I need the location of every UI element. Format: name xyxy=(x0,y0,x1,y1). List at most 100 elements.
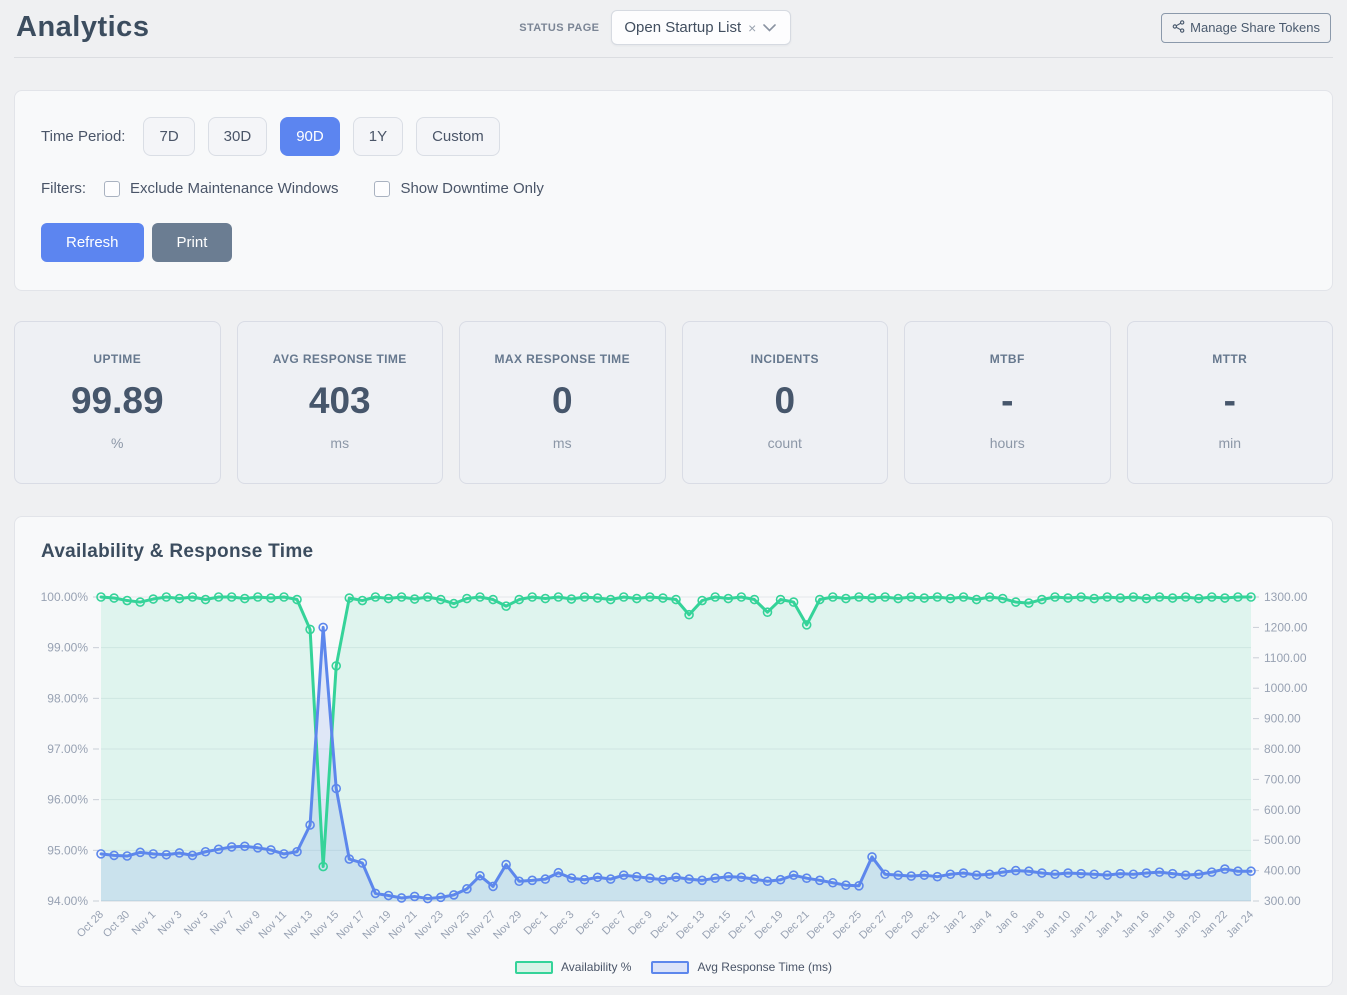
legend-label-response-time: Avg Response Time (ms) xyxy=(697,960,832,974)
stat-card-incidents: INCIDENTS 0 count xyxy=(681,321,888,484)
svg-text:94.00%: 94.00% xyxy=(47,894,88,908)
manage-share-tokens-label: Manage Share Tokens xyxy=(1190,20,1320,35)
filter-panel: Time Period: 7D 30D 90D 1Y Custom Filter… xyxy=(14,90,1333,291)
exclude-maintenance-checkbox-group: Exclude Maintenance Windows xyxy=(104,180,338,197)
svg-text:1300.00: 1300.00 xyxy=(1264,590,1308,604)
app-header: Analytics STATUS PAGE Open Startup List … xyxy=(0,0,1347,57)
stat-unit: % xyxy=(111,435,124,451)
svg-text:Jan 24: Jan 24 xyxy=(1224,909,1256,941)
show-downtime-checkbox[interactable] xyxy=(374,180,391,197)
svg-text:Dec 31: Dec 31 xyxy=(909,909,942,942)
exclude-maintenance-label: Exclude Maintenance Windows xyxy=(130,180,339,197)
stat-label: MTTR xyxy=(1212,352,1248,366)
svg-text:96.00%: 96.00% xyxy=(47,793,88,807)
stat-label: AVG RESPONSE TIME xyxy=(272,352,407,366)
stat-card-mttr: MTTR - min xyxy=(1126,321,1333,484)
svg-text:Nov 25: Nov 25 xyxy=(439,909,472,942)
status-page-label: STATUS PAGE xyxy=(519,21,600,34)
svg-text:95.00%: 95.00% xyxy=(47,843,88,857)
exclude-maintenance-checkbox[interactable] xyxy=(104,180,120,197)
stat-unit: hours xyxy=(989,435,1025,451)
svg-text:Nov 19: Nov 19 xyxy=(360,909,393,942)
stat-card-max-response: MAX RESPONSE TIME 0 ms xyxy=(459,321,666,484)
period-button-1y[interactable]: 1Y xyxy=(352,117,404,156)
filters-label: Filters: xyxy=(41,180,86,197)
svg-text:Nov 29: Nov 29 xyxy=(491,909,524,942)
svg-text:Dec 19: Dec 19 xyxy=(753,909,786,942)
svg-text:Dec 15: Dec 15 xyxy=(700,909,733,942)
svg-text:Nov 1: Nov 1 xyxy=(130,909,159,938)
svg-text:Jan 16: Jan 16 xyxy=(1120,909,1152,941)
svg-text:98.00%: 98.00% xyxy=(47,691,88,705)
availability-response-chart: 100.00% 99.00% 98.00% 97.00% 96.00% 95.00% 94.… xyxy=(41,590,1308,942)
chart-title: Availability & Response Time xyxy=(41,541,314,562)
svg-text:Dec 3: Dec 3 xyxy=(548,909,577,938)
manage-share-tokens-button[interactable]: Manage Share Tokens xyxy=(1161,12,1331,43)
status-page-select[interactable]: Open Startup List × xyxy=(611,10,792,45)
stat-card-mtbf: MTBF - hours xyxy=(904,321,1111,484)
svg-text:1100.00: 1100.00 xyxy=(1264,651,1307,665)
legend-label-availability: Availability % xyxy=(561,960,632,974)
svg-text:Dec 25: Dec 25 xyxy=(831,909,864,942)
stat-value: 99.89 xyxy=(70,380,164,421)
period-button-30d[interactable]: 30D xyxy=(207,117,268,156)
legend-item-availability[interactable]: Availability % xyxy=(515,960,631,974)
svg-text:500.00: 500.00 xyxy=(1264,833,1301,847)
svg-text:300.00: 300.00 xyxy=(1264,894,1301,908)
svg-text:Jan 12: Jan 12 xyxy=(1067,909,1099,941)
stat-value: - xyxy=(1001,380,1014,421)
svg-text:100.00%: 100.00% xyxy=(41,590,89,604)
refresh-button[interactable]: Refresh xyxy=(41,223,144,262)
legend-swatch-response-time xyxy=(651,960,690,974)
share-icon xyxy=(1172,19,1185,36)
svg-text:Jan 2: Jan 2 xyxy=(941,909,969,937)
svg-text:Nov 7: Nov 7 xyxy=(208,909,237,938)
svg-text:Dec 23: Dec 23 xyxy=(805,909,838,942)
legend-swatch-availability xyxy=(515,960,553,974)
stat-value: - xyxy=(1223,380,1236,421)
stat-unit: min xyxy=(1218,435,1242,451)
svg-text:Dec 1: Dec 1 xyxy=(522,909,551,938)
page-title: Analytics xyxy=(16,11,150,43)
svg-text:Dec 21: Dec 21 xyxy=(779,909,812,942)
status-page-selector-group: STATUS PAGE Open Startup List × xyxy=(149,10,1161,45)
svg-text:Jan 14: Jan 14 xyxy=(1094,909,1126,941)
svg-text:600.00: 600.00 xyxy=(1264,803,1301,817)
svg-text:Dec 13: Dec 13 xyxy=(674,909,707,942)
svg-text:Jan 22: Jan 22 xyxy=(1198,909,1230,941)
svg-text:Nov 21: Nov 21 xyxy=(387,909,420,942)
chart-panel: Availability & Response Time 100.00% 99.0… xyxy=(14,516,1333,987)
stat-value: 0 xyxy=(551,380,573,421)
svg-text:Nov 17: Nov 17 xyxy=(334,909,367,942)
svg-text:700.00: 700.00 xyxy=(1264,772,1301,786)
svg-text:Nov 27: Nov 27 xyxy=(465,909,498,942)
svg-text:Jan 20: Jan 20 xyxy=(1172,909,1204,941)
status-page-selected-value: Open Startup List xyxy=(624,19,742,36)
svg-text:Jan 4: Jan 4 xyxy=(967,909,995,937)
clear-selection-icon[interactable]: × xyxy=(748,19,757,36)
svg-text:1200.00: 1200.00 xyxy=(1264,620,1308,634)
period-button-custom[interactable]: Custom xyxy=(416,117,500,156)
svg-text:Dec 17: Dec 17 xyxy=(726,909,759,942)
svg-text:Jan 6: Jan 6 xyxy=(993,909,1021,937)
stat-card-avg-response: AVG RESPONSE TIME 403 ms xyxy=(236,321,443,484)
stat-value: 403 xyxy=(308,380,371,421)
period-button-90d[interactable]: 90D xyxy=(280,117,340,156)
chart-legend: Availability % Avg Response Time (ms) xyxy=(15,960,1332,974)
svg-text:Dec 27: Dec 27 xyxy=(857,909,890,942)
svg-text:900.00: 900.00 xyxy=(1264,712,1301,726)
svg-text:Jan 18: Jan 18 xyxy=(1146,909,1178,941)
svg-text:Dec 7: Dec 7 xyxy=(600,909,629,938)
print-button[interactable]: Print xyxy=(151,223,233,262)
stat-card-uptime: UPTIME 99.89 % xyxy=(14,321,221,484)
svg-text:Oct 28: Oct 28 xyxy=(75,909,106,940)
svg-text:Nov 5: Nov 5 xyxy=(182,909,211,938)
legend-item-response-time[interactable]: Avg Response Time (ms) xyxy=(651,960,832,974)
stat-label: UPTIME xyxy=(93,352,142,366)
show-downtime-checkbox-group: Show Downtime Only xyxy=(374,180,544,197)
chevron-down-icon[interactable] xyxy=(763,23,777,32)
time-period-label: Time Period: xyxy=(41,128,126,145)
stat-label: INCIDENTS xyxy=(750,352,819,366)
period-button-7d[interactable]: 7D xyxy=(143,117,195,156)
svg-text:400.00: 400.00 xyxy=(1264,864,1301,878)
